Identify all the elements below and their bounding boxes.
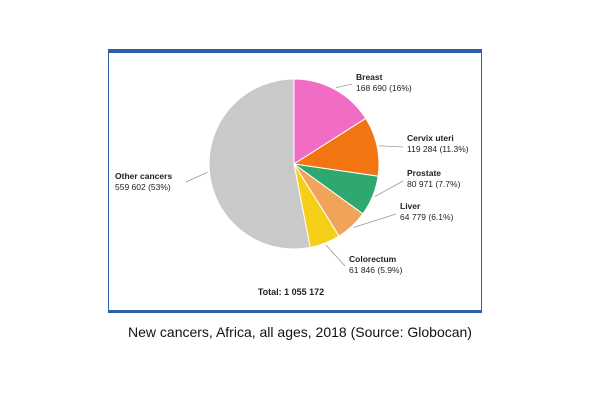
slice-label-value: 168 690 (16%) <box>356 83 412 93</box>
slice-label-name: Prostate <box>407 168 441 178</box>
leader-line <box>379 145 404 148</box>
pie-slices <box>208 78 380 250</box>
slice-label-value: 61 846 (5.9%) <box>349 265 403 275</box>
slice-label-value: 64 779 (6.1%) <box>400 212 454 222</box>
slice-label-name: Liver <box>400 201 421 211</box>
figure-caption: New cancers, Africa, all ages, 2018 (Sou… <box>128 324 472 340</box>
slice-label-value: 80 971 (7.7%) <box>407 179 461 189</box>
slice-label-name: Colorectum <box>349 254 397 264</box>
slice-label-value: 119 284 (11.3%) <box>407 144 469 154</box>
pie-slice-other-cancers <box>208 78 311 250</box>
slice-label-value: 559 602 (53%) <box>115 182 171 192</box>
leader-line <box>353 213 397 228</box>
leader-lines <box>185 83 404 267</box>
total-label: Total: 1 055 172 <box>258 287 324 297</box>
pie-slice-breast <box>293 78 367 165</box>
leader-line <box>185 171 208 183</box>
slice-label-name: Breast <box>356 72 383 82</box>
leader-line <box>335 83 353 89</box>
leader-line <box>325 244 346 267</box>
slice-label-name: Other cancers <box>115 171 172 181</box>
slice-label-name: Cervix uteri <box>407 133 454 143</box>
leader-line <box>374 180 404 198</box>
